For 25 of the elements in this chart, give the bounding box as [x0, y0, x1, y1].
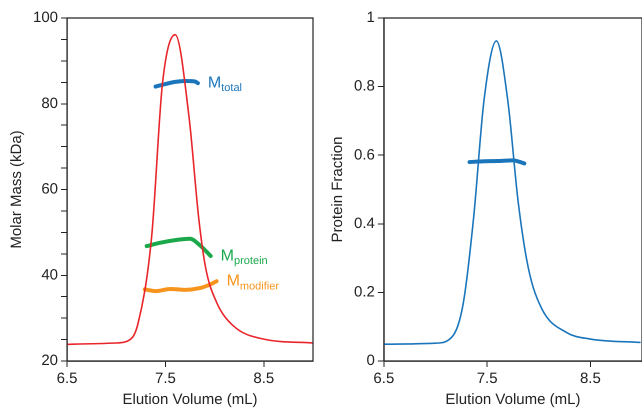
y-tick-label: 100	[32, 9, 58, 26]
y-tick-label: 20	[41, 352, 58, 370]
line-series	[142, 279, 219, 294]
y-tick-label: 0	[366, 352, 375, 370]
y-tick-label: 60	[41, 180, 58, 198]
x-tick-label: 7.5	[476, 370, 498, 388]
y-axis-title: Molar Mass (kDa)	[8, 130, 26, 249]
y-tick-label: 0.4	[354, 214, 375, 232]
x-axis-title: Elution Volume (mL)	[445, 391, 580, 408]
x-tick-label: 8.5	[580, 370, 601, 388]
x-axis-title: Elution Volume (mL)	[122, 391, 258, 408]
y-axis-title: Protein Fraction	[329, 136, 346, 242]
line-series	[384, 40, 641, 345]
line-series	[144, 236, 213, 258]
y-tick-label: 0.8	[354, 78, 375, 95]
x-tick-label: 7.5	[154, 370, 176, 388]
line-series	[67, 34, 313, 346]
x-tick-label: 6.5	[373, 370, 394, 388]
y-tick-label: 1	[366, 9, 375, 26]
y-tick-label: 80	[41, 94, 58, 112]
x-tick-label: 6.5	[56, 370, 78, 388]
y-tick-label: 0.2	[354, 284, 375, 301]
y-tick-label: 0.6	[354, 146, 375, 164]
x-tick-label: 8.5	[253, 370, 274, 388]
y-tick-label: 40	[41, 266, 58, 284]
